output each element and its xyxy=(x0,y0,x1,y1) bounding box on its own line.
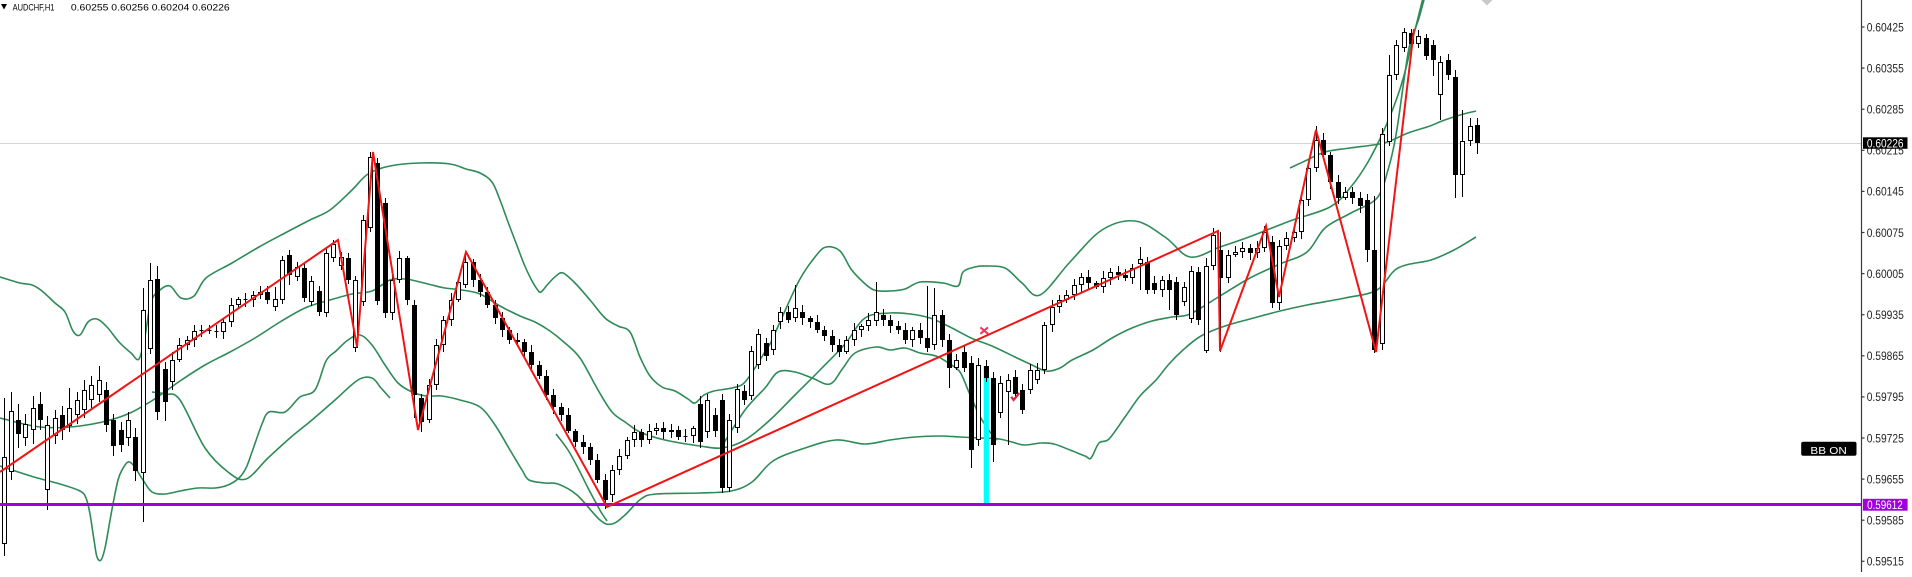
svg-text:0.60255 0.60256 0.60204 0.6022: 0.60255 0.60256 0.60204 0.60226 xyxy=(71,2,230,13)
svg-text:0.60285: 0.60285 xyxy=(1867,103,1904,117)
svg-text:0.60005: 0.60005 xyxy=(1867,267,1904,281)
svg-text:0.59725: 0.59725 xyxy=(1867,431,1904,445)
svg-text:0.59935: 0.59935 xyxy=(1867,308,1904,322)
svg-text:0.59612: 0.59612 xyxy=(1867,498,1903,512)
svg-text:0.59795: 0.59795 xyxy=(1867,390,1904,404)
svg-text:0.60075: 0.60075 xyxy=(1867,226,1904,240)
svg-text:BB ON: BB ON xyxy=(1810,446,1847,457)
svg-text:0.60226: 0.60226 xyxy=(1867,137,1904,151)
svg-text:0.60355: 0.60355 xyxy=(1867,61,1904,75)
svg-text:0.60425: 0.60425 xyxy=(1867,20,1904,34)
svg-text:0.60145: 0.60145 xyxy=(1867,185,1904,199)
svg-text:0.59515: 0.59515 xyxy=(1867,555,1904,569)
svg-text:0.59585: 0.59585 xyxy=(1867,514,1904,528)
svg-text:0.59655: 0.59655 xyxy=(1867,472,1904,486)
svg-text:0.59865: 0.59865 xyxy=(1867,349,1904,363)
svg-text:AUDCHF,H1: AUDCHF,H1 xyxy=(13,2,55,13)
